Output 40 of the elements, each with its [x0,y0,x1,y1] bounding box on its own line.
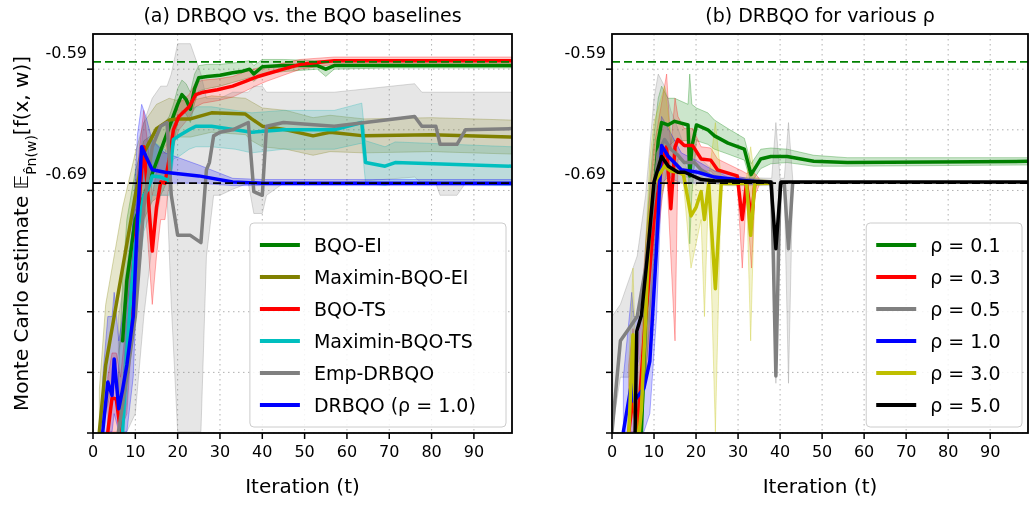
legend-label: Emp-DRBQO [313,362,435,384]
x-tick-label: 60 [853,442,875,461]
ref-line-label: -0.69 [45,164,87,184]
x-tick-label: 90 [980,442,1001,461]
x-tick-label: 10 [125,442,146,461]
x-tick-label: 40 [252,442,273,461]
ref-line-label: -0.69 [564,164,606,184]
x-axis-title: Iteration (t) [762,474,878,498]
x-tick-label: 70 [895,442,917,461]
legend-label: BQO-EI [313,234,382,256]
x-tick-label: 80 [421,442,442,461]
legend-label: DRBQO (ρ = 1.0) [313,394,476,416]
ref-line-label: -0.59 [564,42,606,62]
x-tick-label: 20 [685,442,707,461]
ref-line-label: -0.59 [45,42,87,62]
legend-label: ρ = 0.3 [930,266,1001,288]
x-tick-label: 0 [606,442,618,461]
legend-label: ρ = 0.5 [930,298,1001,320]
x-tick-label: 30 [727,442,749,461]
x-tick-label: 80 [937,442,959,461]
legend-label: BQO-TS [313,298,387,320]
x-tick-label: 0 [87,442,99,461]
legend-label: Maximin-BQO-EI [313,266,469,288]
x-tick-label: 30 [209,442,231,461]
legend-label: ρ = 0.1 [930,234,1001,256]
x-tick-label: 20 [167,442,188,461]
legend-label: Maximin-BQO-TS [313,330,473,352]
x-tick-label: 10 [643,442,665,461]
x-axis-title: Iteration (t) [245,474,360,498]
legend-label: ρ = 3.0 [930,362,1001,384]
legend-label: ρ = 1.0 [930,330,1001,352]
chart-title: (b) DRBQO for various ρ [705,4,935,26]
x-tick-label: 90 [463,442,485,461]
chart-title: (a) DRBQO vs. the BQO baselines [143,4,462,26]
x-tick-label: 50 [811,442,833,461]
x-tick-label: 60 [336,442,358,461]
x-tick-label: 50 [294,442,315,461]
x-tick-label: 40 [769,442,791,461]
legend-label: ρ = 5.0 [930,394,1001,416]
x-tick-label: 70 [379,442,400,461]
